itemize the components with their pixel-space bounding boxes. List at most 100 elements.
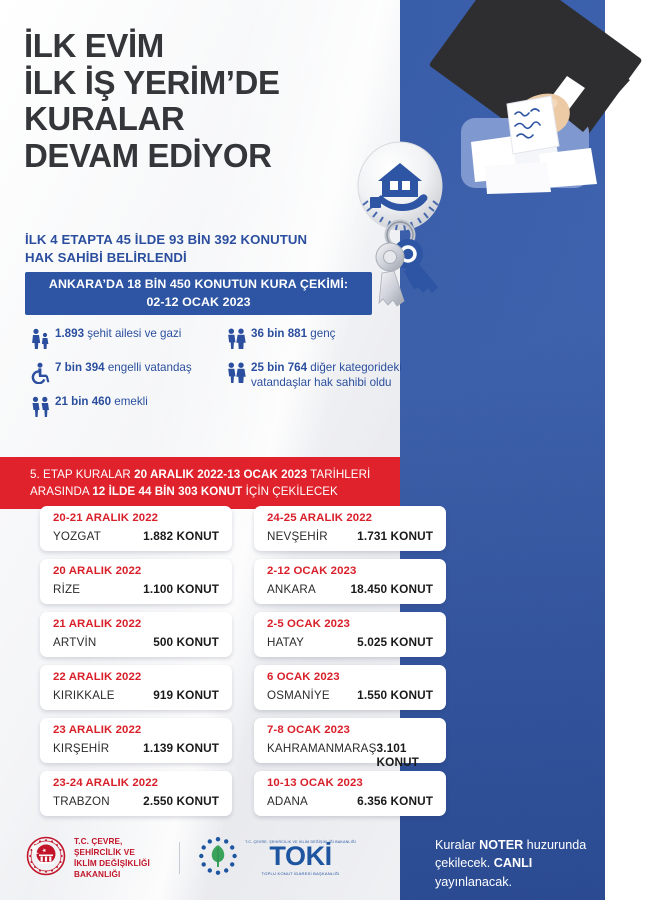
card-row: HATAY 5.025 KONUT [267, 635, 433, 649]
phase5-announcement-banner: 5. ETAP KURALAR 20 ARALIK 2022-13 OCAK 2… [0, 457, 400, 509]
card-row: KIRŞEHİR 1.139 KONUT [53, 741, 219, 755]
headline-line-3: KURALAR [24, 100, 185, 138]
poster-headline: İLK EVİM İLK İŞ YERİM’DE KURALAR DEVAM E… [24, 27, 384, 175]
footer-logo-bar: T.C. ÇEVRE, ŞEHİRCİLİK VE İKLİM DEĞİŞİKL… [26, 832, 356, 884]
toki-top-line: T.C. ÇEVRE, ŞEHİRCİLİK VE İKLİM DEĞİŞİKL… [245, 840, 356, 845]
young-couple-icon [225, 326, 251, 350]
rb-seg-3: TARİHLERİ ARASINDA [30, 468, 371, 499]
card-city: OSMANİYE [267, 688, 330, 702]
card-city: KIRŞEHİR [53, 741, 110, 755]
card-row: YOZGAT 1.882 KONUT [53, 529, 219, 543]
card-date: 6 OCAK 2023 [267, 671, 340, 683]
card-count: 6.356 KONUT [357, 793, 433, 808]
schedule-card[interactable]: 22 ARALIK 2022 KIRIKKALE 919 KONUT [40, 665, 232, 710]
stat-value: 21 bin 460 [55, 395, 112, 408]
stat-value: 36 bin 881 [251, 327, 308, 340]
card-count: 3.101 KONUT [376, 740, 419, 769]
notary-broadcast-note: Kuralar NOTER huzurunda çekilecek. CANLI… [435, 836, 600, 891]
card-date: 10-13 OCAK 2023 [267, 777, 363, 789]
schedule-card[interactable]: 23-24 ARALIK 2022 TRABZON 2.550 KONUT [40, 771, 232, 816]
headline-line-1: İLK EVİM [24, 27, 164, 64]
stat-item: 25 bin 764 diğer kategorideki vatandaşla… [225, 360, 410, 391]
ministry-logo: T.C. ÇEVRE, ŞEHİRCİLİK VE İKLİM DEĞİŞİKL… [26, 836, 159, 881]
poster-subtitle: İLK 4 ETAPTA 45 İLDE 93 BİN 392 KONUTUN … [25, 231, 375, 266]
card-date: 21 ARALIK 2022 [53, 618, 142, 630]
wheelchair-icon [29, 360, 55, 384]
card-date: 24-25 ARALIK 2022 [267, 512, 373, 524]
stat-label: emekli [111, 395, 148, 408]
card-date: 23 ARALIK 2022 [53, 724, 142, 736]
card-row: NEVŞEHİR 1.731 KONUT [267, 529, 433, 543]
card-row: TRABZON 2.550 KONUT [53, 794, 219, 808]
card-count: 500 KONUT [153, 634, 219, 649]
card-city: KAHRAMANMARAŞ [267, 741, 377, 755]
beneficiary-statistics: 1.893 şehit ailesi ve gazi 7 bin 394 eng… [25, 326, 405, 451]
card-row: ARTVİN 500 KONUT [53, 635, 219, 649]
schedule-card[interactable]: 6 OCAK 2023 OSMANİYE 1.550 KONUT [254, 665, 446, 710]
stat-value: 25 bin 764 [251, 361, 308, 374]
schedule-card[interactable]: 23 ARALIK 2022 KIRŞEHİR 1.139 KONUT [40, 718, 232, 763]
card-count: 5.025 KONUT [357, 634, 433, 649]
ministry-line-2: İKLİM DEĞİŞİKLİĞİ BAKANLIĞI [74, 859, 150, 880]
footer-divider [179, 842, 181, 874]
toki-tree-icon [198, 836, 238, 881]
statistics-column-right: 36 bin 881 genç 25 bin 764 diğer kategor… [225, 326, 410, 401]
headline-line-4: DEVAM EDİYOR [24, 136, 272, 174]
card-count: 2.550 KONUT [143, 793, 219, 808]
stat-value: 1.893 [55, 327, 85, 340]
stat-text: 21 bin 460 emekli [55, 394, 148, 410]
rb-seg-2: 20 ARALIK 2022-13 OCAK 2023 [134, 468, 308, 481]
stat-text: 36 bin 881 genç [251, 326, 335, 342]
stat-label: diğer kategorideki vatandaşlar hak sahib… [251, 361, 402, 389]
card-count: 1.550 KONUT [357, 687, 433, 702]
card-city: ARTVİN [53, 635, 97, 649]
card-date: 23-24 ARALIK 2022 [53, 777, 159, 789]
schedule-card[interactable]: 2-5 OCAK 2023 HATAY 5.025 KONUT [254, 612, 446, 657]
card-date: 2-5 OCAK 2023 [267, 618, 350, 630]
card-row: RİZE 1.100 KONUT [53, 582, 219, 596]
ballot-box-illustration [455, 54, 630, 230]
card-row: KAHRAMANMARAŞ 3.101 KONUT [267, 741, 433, 769]
card-city: KIRIKKALE [53, 688, 115, 702]
card-city: ANKARA [267, 582, 316, 596]
ministry-name: T.C. ÇEVRE, ŞEHİRCİLİK VE İKLİM DEĞİŞİKL… [74, 836, 159, 880]
ankara-lottery-banner: ANKARA’DA 18 BİN 450 KONUTUN KURA ÇEKİMİ… [25, 272, 372, 315]
subtitle-line-2: HAK SAHİBİ BELİRLENDİ [25, 249, 187, 265]
toki-logo: T.C. ÇEVRE, ŞEHİRCİLİK VE İKLİM DEĞİŞİKL… [198, 836, 356, 881]
house-keyring-illustration [352, 139, 462, 319]
ankara-banner-line-1: ANKARA’DA 18 BİN 450 KONUTUN KURA ÇEKİMİ… [48, 276, 349, 291]
note-seg-noter: NOTER [479, 838, 524, 852]
schedule-card[interactable]: 20 ARALIK 2022 RİZE 1.100 KONUT [40, 559, 232, 604]
headline-line-2: İLK İŞ YERİM’DE [24, 63, 280, 101]
schedule-card[interactable]: 10-13 OCAK 2023 ADANA 6.356 KONUT [254, 771, 446, 816]
schedule-card[interactable]: 21 ARALIK 2022 ARTVİN 500 KONUT [40, 612, 232, 657]
note-seg-canli: CANLI [493, 856, 533, 871]
schedule-card[interactable]: 24-25 ARALIK 2022 NEVŞEHİR 1.731 KONUT [254, 506, 446, 551]
stat-label: genç [307, 327, 336, 340]
stat-text: 1.893 şehit ailesi ve gazi [55, 326, 181, 342]
stat-text: 25 bin 764 diğer kategorideki vatandaşla… [251, 360, 410, 391]
statistics-column-left: 1.893 şehit ailesi ve gazi 7 bin 394 eng… [29, 326, 214, 428]
card-date: 20 ARALIK 2022 [53, 565, 142, 577]
family-martyr-icon [29, 326, 55, 350]
card-city: ADANA [267, 794, 308, 808]
schedule-card[interactable]: 20-21 ARALIK 2022 YOZGAT 1.882 KONUT [40, 506, 232, 551]
card-city: NEVŞEHİR [267, 529, 328, 543]
schedule-card[interactable]: 2-12 OCAK 2023 ANKARA 18.450 KONUT [254, 559, 446, 604]
ministry-line-1: T.C. ÇEVRE, ŞEHİRCİLİK VE [74, 836, 135, 857]
card-city: YOZGAT [53, 529, 102, 543]
stat-label: şehit ailesi ve gazi [84, 327, 182, 340]
ankara-banner-line-2: 02-12 OCAK 2023 [146, 294, 251, 309]
card-count: 919 KONUT [153, 687, 219, 702]
card-date: 20-21 ARALIK 2022 [53, 512, 159, 524]
schedule-card[interactable]: 7-8 OCAK 2023 KAHRAMANMARAŞ 3.101 KONUT [254, 718, 446, 769]
card-row: ADANA 6.356 KONUT [267, 794, 433, 808]
stat-value: 7 bin 394 [55, 361, 105, 374]
toki-bottom-line: TOPLU KONUT İDARESİ BAŞKANLIĞI [261, 870, 340, 876]
lottery-schedule-grid: 20-21 ARALIK 2022 YOZGAT 1.882 KONUT 24-… [40, 506, 510, 816]
rb-seg-1: 5. ETAP KURALAR [30, 468, 135, 481]
card-count: 1.731 KONUT [357, 528, 433, 543]
citizens-icon [225, 360, 251, 384]
rb-seg-4: 12 İLDE 44 BİN 303 KONUT [92, 485, 243, 499]
stat-item: 1.893 şehit ailesi ve gazi [29, 326, 214, 350]
